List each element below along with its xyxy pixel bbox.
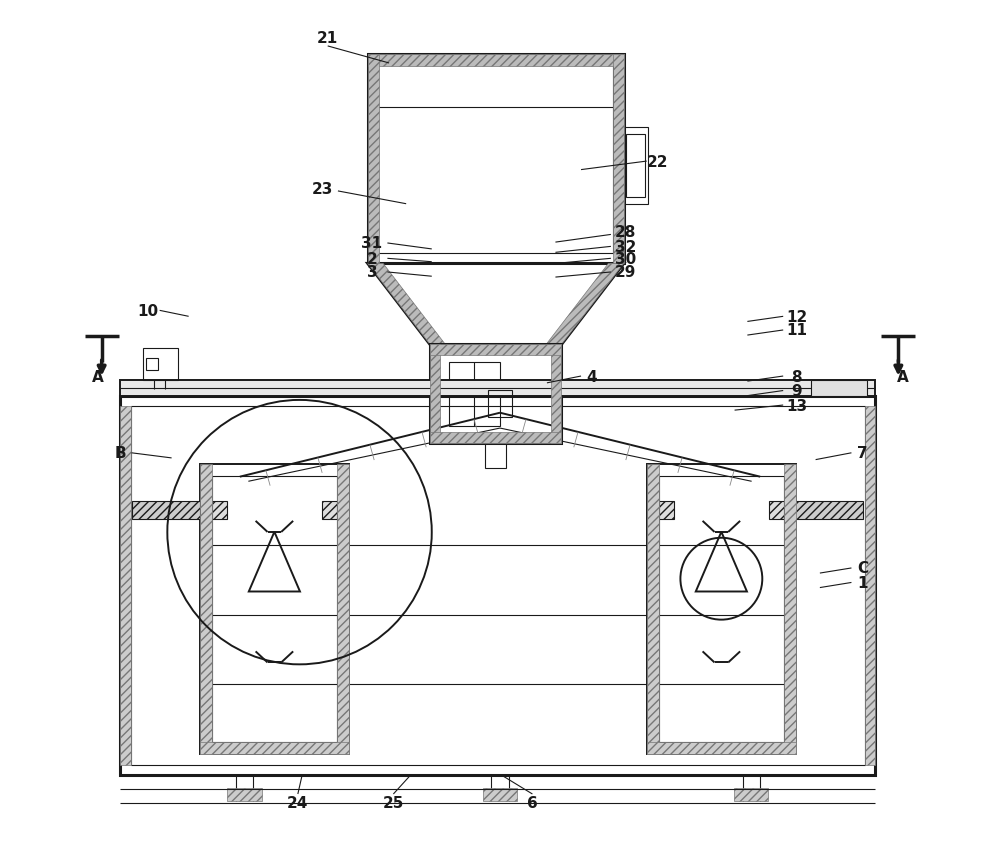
Text: 21: 21 xyxy=(317,31,338,46)
Bar xyxy=(131,406,865,765)
Bar xyxy=(430,345,561,443)
Text: 30: 30 xyxy=(615,251,636,267)
Text: 10: 10 xyxy=(137,303,158,319)
Bar xyxy=(626,135,645,198)
Text: 29: 29 xyxy=(615,265,636,280)
Bar xyxy=(322,501,337,520)
Bar xyxy=(143,348,178,381)
Bar xyxy=(120,381,875,396)
Bar xyxy=(120,396,875,775)
Text: 25: 25 xyxy=(383,795,404,810)
Text: 7: 7 xyxy=(857,446,868,461)
Text: A: A xyxy=(897,369,908,384)
Text: 3: 3 xyxy=(367,265,377,280)
Bar xyxy=(734,788,768,801)
Text: 12: 12 xyxy=(786,309,807,325)
Bar xyxy=(437,352,555,436)
Bar xyxy=(551,345,561,443)
Bar xyxy=(647,464,659,754)
Bar xyxy=(811,381,867,396)
Text: 6: 6 xyxy=(527,795,538,810)
Bar xyxy=(227,788,262,801)
Text: B: B xyxy=(115,446,126,461)
Bar xyxy=(200,742,349,754)
Bar xyxy=(784,464,796,754)
Text: A: A xyxy=(92,369,103,384)
Bar xyxy=(368,55,624,264)
Text: 11: 11 xyxy=(786,323,807,338)
Bar xyxy=(449,362,500,426)
Bar xyxy=(132,501,200,520)
Text: 22: 22 xyxy=(647,154,669,170)
Bar xyxy=(483,788,517,801)
Text: 9: 9 xyxy=(792,383,802,399)
Bar xyxy=(200,464,349,754)
Text: C: C xyxy=(857,561,868,576)
Bar xyxy=(430,345,440,443)
Bar xyxy=(659,501,674,520)
Bar xyxy=(120,406,131,765)
Polygon shape xyxy=(551,264,624,345)
Bar xyxy=(865,406,875,765)
Bar xyxy=(488,390,512,417)
Bar xyxy=(647,742,796,754)
Bar xyxy=(784,501,863,520)
Bar xyxy=(368,55,624,66)
Text: 13: 13 xyxy=(786,398,807,413)
Text: 2: 2 xyxy=(367,251,377,267)
Bar xyxy=(200,464,212,754)
Bar xyxy=(769,501,784,520)
Polygon shape xyxy=(368,264,445,345)
Bar xyxy=(378,66,613,254)
Bar xyxy=(430,433,561,443)
Text: 1: 1 xyxy=(857,575,868,590)
Bar xyxy=(337,464,349,754)
Bar xyxy=(430,345,561,355)
Text: 23: 23 xyxy=(312,181,333,197)
Text: 28: 28 xyxy=(615,224,636,239)
Polygon shape xyxy=(546,264,624,345)
Text: 32: 32 xyxy=(615,239,636,255)
Bar xyxy=(212,501,227,520)
Polygon shape xyxy=(368,264,440,345)
Bar xyxy=(212,476,337,742)
Text: 31: 31 xyxy=(361,236,383,251)
Bar xyxy=(146,359,158,371)
Bar xyxy=(613,55,624,264)
Bar xyxy=(647,464,796,754)
Bar xyxy=(659,476,784,742)
Text: 24: 24 xyxy=(287,795,309,810)
Text: 8: 8 xyxy=(792,369,802,384)
Text: 4: 4 xyxy=(587,369,597,384)
Bar xyxy=(368,55,379,264)
Bar xyxy=(485,441,506,469)
Bar xyxy=(624,128,648,204)
